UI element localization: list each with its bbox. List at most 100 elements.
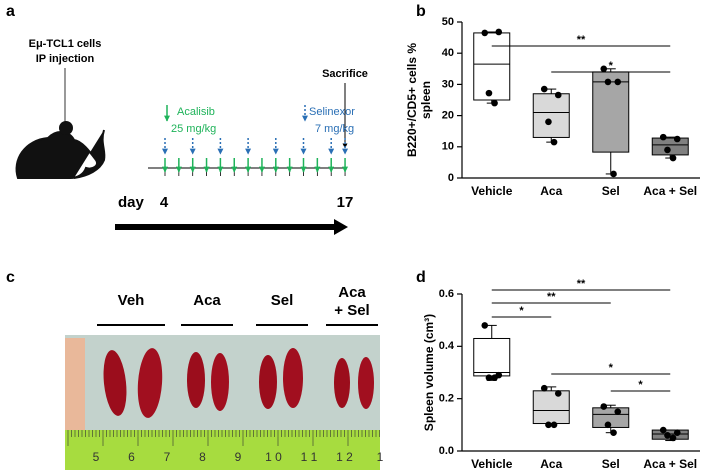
panel-c: c 5 6 7 8 9 1 0 1 1 1 2 1 Veh Aca Sel Aca + Sel: [6, 269, 384, 470]
injection-label: IP injection: [36, 53, 95, 65]
ruler-label: 6: [128, 450, 135, 464]
data-point: [664, 146, 671, 154]
data-point: [550, 421, 558, 429]
data-point: [600, 403, 608, 410]
box: [473, 32, 511, 101]
day-label: day: [118, 194, 145, 211]
box: [592, 71, 630, 153]
data-point: [669, 434, 677, 442]
data-point: [485, 89, 493, 97]
drug1-label: Acalisib: [177, 106, 215, 118]
data-point: [600, 65, 608, 73]
group-label: Sel: [271, 292, 294, 309]
data-point: [491, 99, 498, 107]
box: [473, 337, 511, 377]
x-tick-label: Vehicle: [471, 184, 513, 198]
x-tick-label: Aca + Sel: [643, 184, 697, 198]
dose1-label: 25 mg/kg: [171, 123, 216, 135]
data-point: [481, 322, 489, 329]
mouse-ear: [59, 121, 73, 135]
cells-label: Eμ-TCL1 cells: [29, 38, 102, 50]
ruler-label: 1 1: [301, 450, 318, 464]
data-point: [604, 78, 612, 86]
panel-a: a Eμ-TCL1 cells IP injection Sacrifice A…: [6, 3, 368, 235]
data-point: [545, 421, 552, 429]
y-tick-label: 0: [448, 172, 454, 184]
group-label: Aca: [193, 292, 221, 309]
panel-letter: a: [6, 3, 15, 20]
dose2-label: 7 mg/kg: [315, 123, 354, 135]
x-tick-label: Aca: [540, 457, 562, 470]
data-point: [554, 91, 562, 99]
ruler-label: 1 0: [265, 450, 282, 464]
significance-label: *: [638, 379, 643, 391]
box: [532, 93, 570, 138]
data-point: [610, 429, 617, 436]
data-point: [540, 384, 548, 392]
drug2-label: Selinexor: [309, 106, 355, 118]
data-point: [554, 390, 562, 397]
significance-label: *: [609, 60, 614, 72]
ruler-label: 8: [199, 450, 206, 464]
side-ruler: [65, 338, 85, 430]
group-label: + Sel: [334, 302, 369, 319]
y-axis-label: spleen: [419, 81, 433, 119]
ruler-label: 1: [377, 450, 384, 464]
y-tick-label: 10: [442, 141, 454, 153]
data-point: [550, 138, 558, 146]
significance-label: *: [609, 362, 614, 374]
data-point: [659, 133, 667, 141]
data-point: [491, 374, 498, 382]
ruler-label: 1 2: [336, 450, 353, 464]
data-point: [481, 29, 489, 37]
ruler-label: 5: [93, 450, 100, 464]
data-point: [604, 421, 612, 429]
spleens: [103, 348, 374, 418]
data-point: [610, 170, 617, 178]
data-point: [614, 408, 622, 416]
x-tick-label: Aca: [540, 184, 562, 198]
ruler: [65, 430, 380, 470]
data-point: [540, 85, 548, 93]
y-axis-label: Spleen volume (cm³): [422, 314, 436, 431]
group-label: Veh: [118, 292, 145, 309]
x-tick-label: Sel: [602, 457, 620, 470]
significance-label: **: [577, 34, 586, 46]
y-tick-label: 50: [442, 16, 454, 28]
data-point: [673, 135, 681, 143]
start-day: 4: [160, 194, 169, 211]
y-tick-label: 20: [442, 110, 454, 122]
data-point: [485, 374, 493, 382]
dose-arrows: [162, 138, 349, 176]
ruler-label: 7: [164, 450, 171, 464]
data-point: [673, 429, 681, 436]
y-axis-label: B220+/CD5+ cells %: [405, 43, 419, 157]
x-tick-label: Vehicle: [471, 457, 513, 470]
box: [651, 137, 689, 156]
box: [532, 390, 570, 425]
significance-label: **: [547, 291, 556, 303]
panel-letter: d: [416, 269, 426, 286]
data-point: [669, 154, 677, 162]
x-tick-label: Sel: [602, 184, 620, 198]
data-point: [545, 118, 552, 126]
y-tick-label: 0.2: [439, 393, 454, 405]
time-arrow-head: [334, 219, 348, 235]
box-chart: 0 10 20 30 40 50 B220+/CD5+ cells % spleen Vehic…: [405, 16, 700, 198]
group-label: Aca: [338, 284, 366, 301]
y-tick-label: 30: [442, 78, 454, 90]
mouse-icon: [15, 129, 106, 179]
data-point: [614, 78, 622, 86]
panel-letter: b: [416, 3, 426, 20]
sacrifice-label: Sacrifice: [322, 68, 368, 80]
data-point: [659, 426, 667, 434]
x-tick-label: Aca + Sel: [643, 457, 697, 470]
y-tick-label: 0.4: [439, 340, 455, 352]
panel-letter: c: [6, 269, 15, 286]
y-tick-label: 40: [442, 47, 454, 59]
ruler-label: 9: [235, 450, 242, 464]
box-chart: 0.0 0.2 0.4 0.6 Spleen volume (cm³) Vehicle Ac…: [422, 278, 700, 470]
data-point: [495, 28, 503, 36]
y-tick-label: 0.6: [439, 288, 454, 300]
